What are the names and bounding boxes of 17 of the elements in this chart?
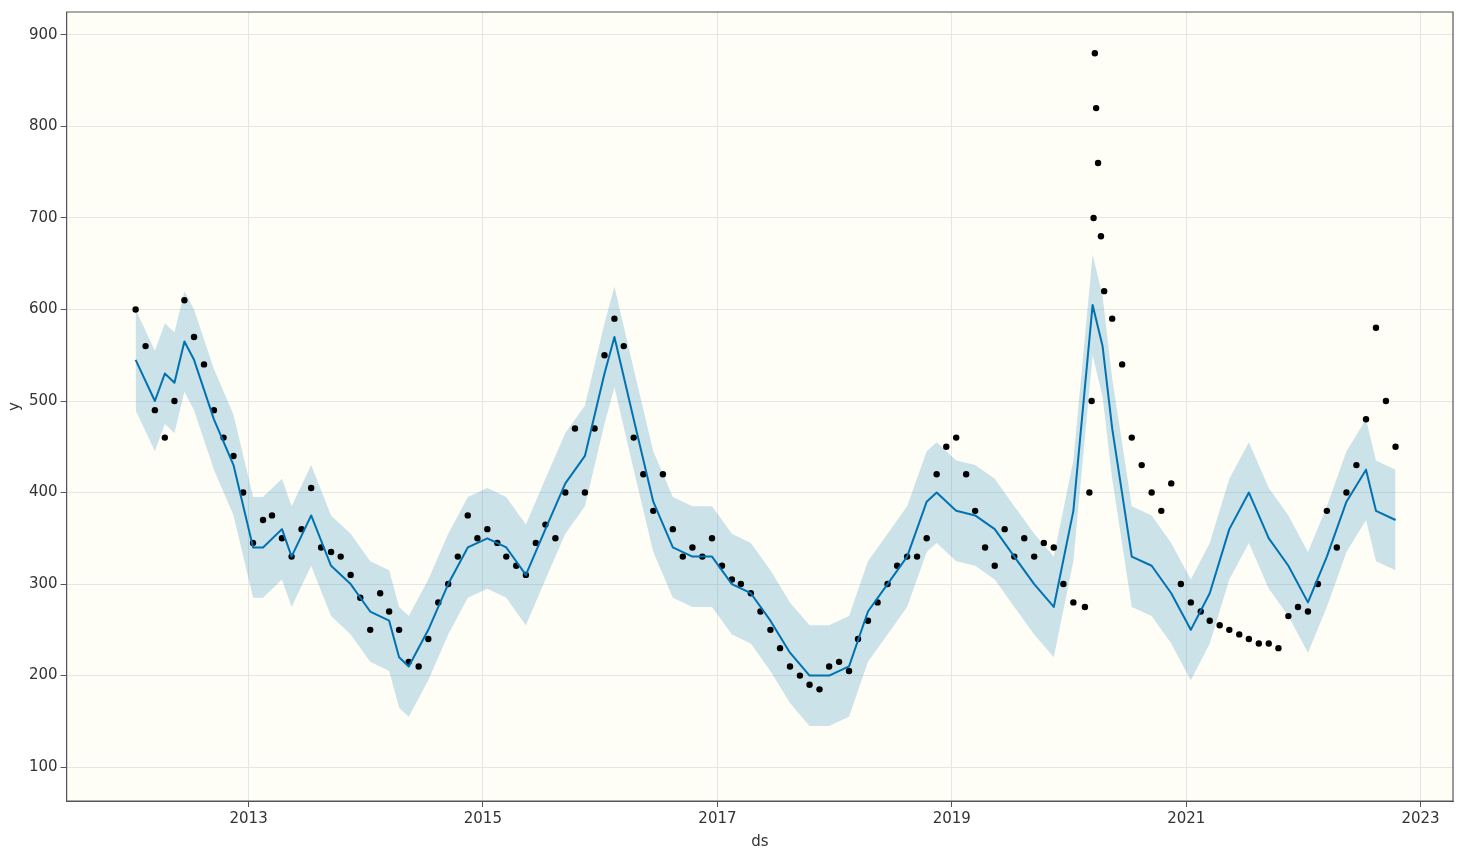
x-tick-label: 2017	[698, 808, 737, 827]
y-tick-label: 300	[28, 573, 58, 592]
x-axis-title: ds	[751, 831, 769, 850]
x-tick-label: 2013	[229, 808, 268, 827]
x-tick-label: 2015	[463, 808, 502, 827]
x-tick-label: 2019	[932, 808, 971, 827]
x-tick-label: 2021	[1167, 808, 1206, 827]
y-tick-label: 400	[28, 482, 58, 501]
y-tick-label: 900	[28, 24, 58, 43]
y-tick-label: 600	[28, 299, 58, 318]
y-tick-label: 100	[28, 757, 58, 776]
x-tick-label: 2023	[1401, 808, 1440, 827]
y-tick-label: 200	[28, 665, 58, 684]
y-tick-label: 700	[28, 207, 58, 226]
y-tick-label: 500	[28, 390, 58, 409]
y-axis-title: y	[4, 401, 23, 411]
y-tick-label: 800	[28, 116, 58, 135]
